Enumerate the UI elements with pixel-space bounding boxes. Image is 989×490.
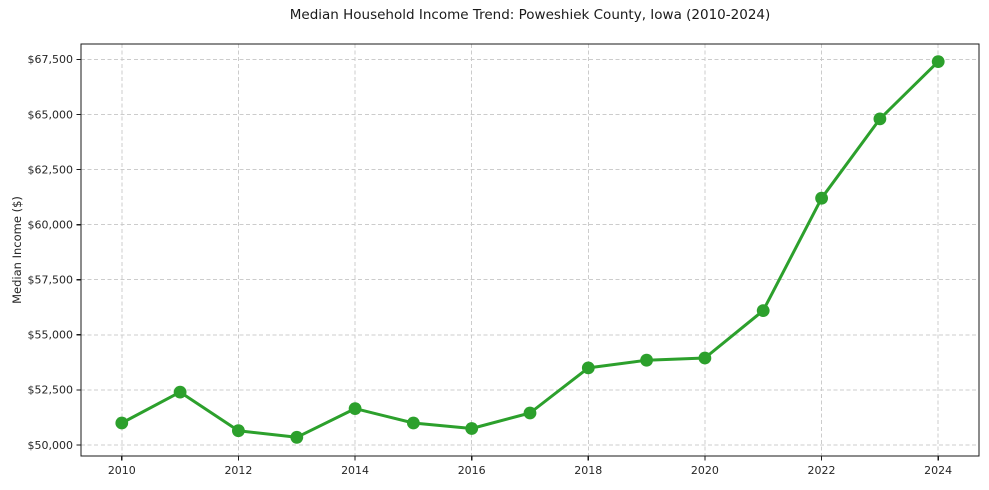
x-tick-label: 2018 [574, 464, 602, 477]
x-tick-label: 2024 [924, 464, 952, 477]
data-point-2020 [698, 351, 712, 365]
x-tick-label: 2012 [224, 464, 252, 477]
data-point-2024 [931, 55, 945, 68]
trend-line [120, 60, 940, 439]
y-tick-label: $62,500 [28, 163, 74, 176]
plot-border [80, 43, 980, 457]
axis-layer [76, 43, 980, 461]
x-tick-label: 2022 [808, 464, 836, 477]
data-point-2022 [815, 191, 828, 205]
data-point-2010 [115, 416, 129, 430]
data-point-2015 [407, 416, 420, 430]
data-point-2013 [290, 430, 304, 444]
x-tick-label: 2016 [458, 464, 486, 477]
data-point-2021 [756, 304, 770, 317]
y-tick-label: $52,500 [28, 384, 74, 397]
y-tick-label: $55,000 [28, 329, 74, 342]
chart-title: Median Household Income Trend: Poweshiek… [289, 7, 771, 23]
data-point-2018 [581, 361, 595, 375]
data-point-2016 [465, 422, 479, 435]
data-point-2011 [173, 385, 187, 399]
data-point-2023 [873, 112, 887, 126]
tick-label-layer: $50,000 $52,500 $55,000 $57,500 $60,000 $62,5… [28, 53, 953, 477]
y-tick-label: $57,500 [28, 274, 74, 287]
data-point-2019 [640, 353, 653, 367]
x-tick-label: 2010 [108, 464, 136, 477]
y-tick-label: $50,000 [28, 439, 74, 452]
data-point-2017 [523, 406, 537, 420]
grid-layer [81, 44, 979, 456]
data-point-2014 [348, 402, 362, 415]
y-tick-label: $65,000 [28, 108, 74, 121]
x-tick-label: 2014 [341, 464, 369, 477]
data-point-2012 [232, 424, 245, 438]
x-tick-label: 2020 [691, 464, 719, 477]
y-tick-label: $67,500 [28, 53, 74, 66]
y-tick-label: $60,000 [28, 218, 74, 231]
income-line-series [115, 55, 945, 444]
